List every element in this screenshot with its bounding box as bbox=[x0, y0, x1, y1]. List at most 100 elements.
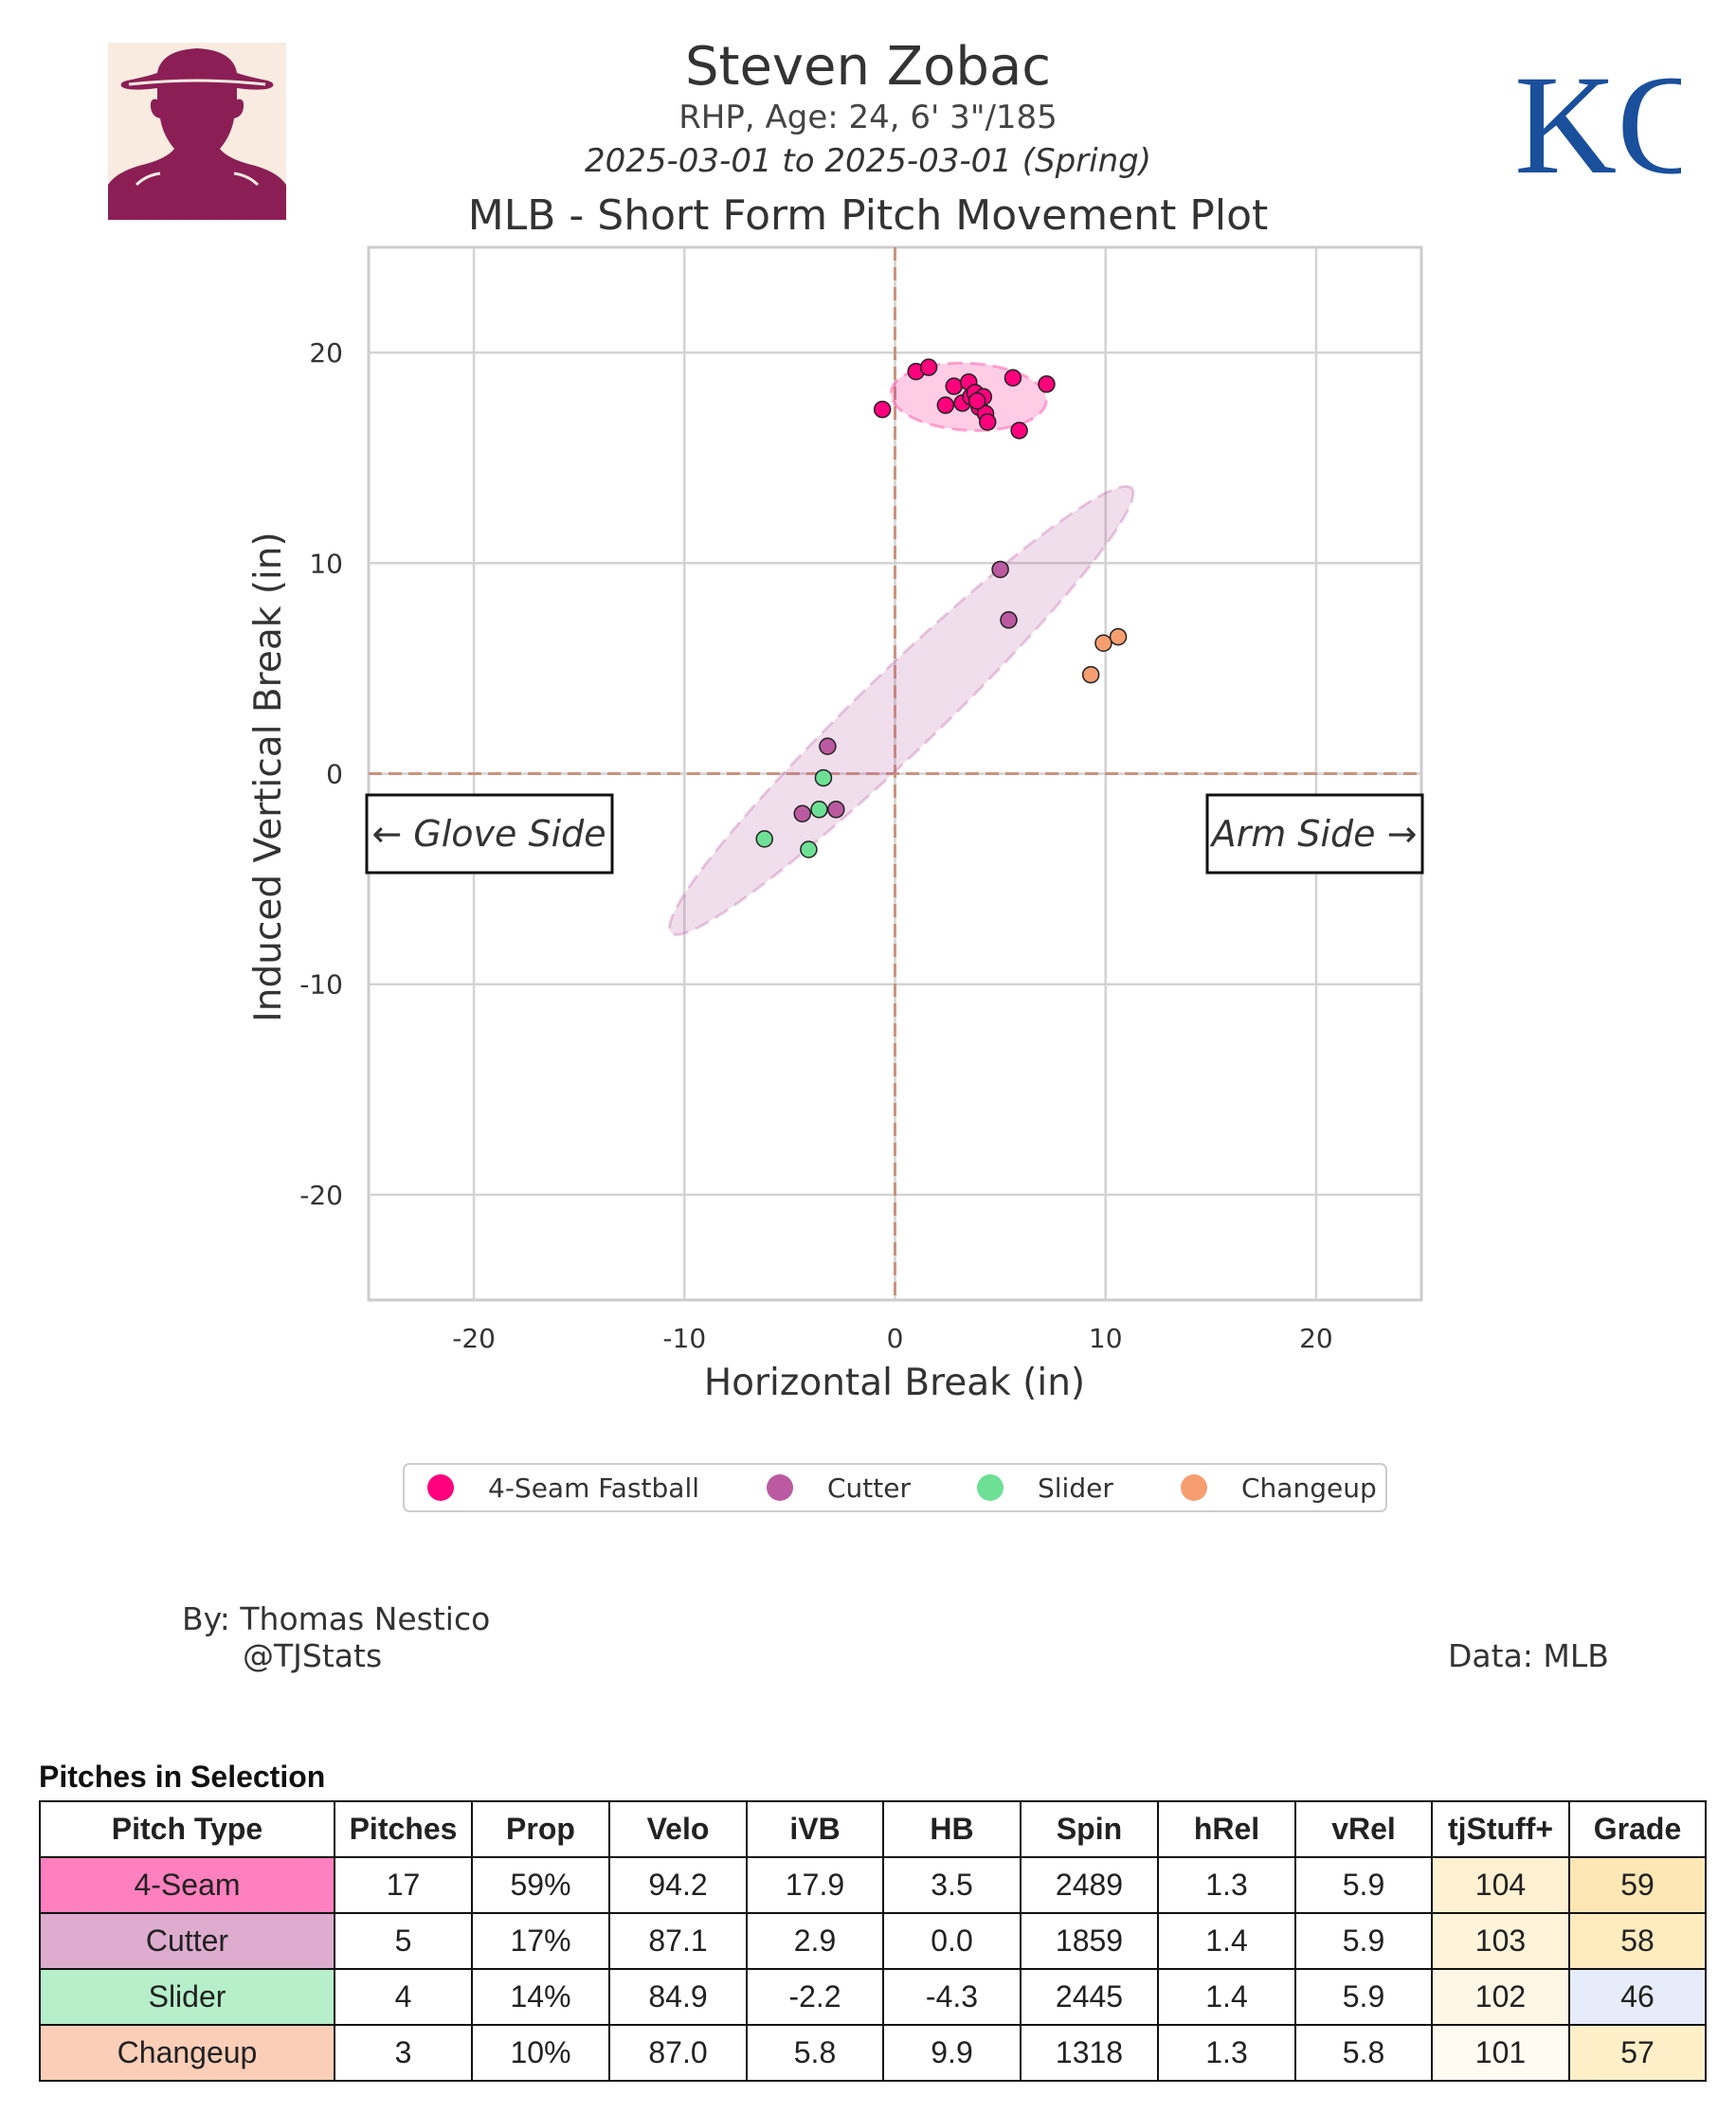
table-cell: 94.2 bbox=[608, 1856, 748, 1914]
point-changeup bbox=[1081, 665, 1100, 684]
table-cell: 17% bbox=[471, 1912, 610, 1970]
pitch-type-cell: Cutter bbox=[39, 1912, 335, 1970]
point-4-seam-fastball bbox=[945, 377, 963, 395]
point-4-seam-fastball bbox=[1004, 369, 1022, 388]
pitch-stats-table: Pitch Type Pitches Prop Velo iVB HB Spin… bbox=[39, 1800, 1707, 2082]
col-header: Pitch Type bbox=[39, 1800, 335, 1858]
glove-side-box bbox=[365, 793, 614, 875]
player-silhouette-icon bbox=[108, 43, 286, 220]
table-cell: 101 bbox=[1431, 2024, 1570, 2082]
table-cell: 2445 bbox=[1020, 1968, 1159, 2026]
legend-marker bbox=[1181, 1474, 1207, 1501]
table-cell: 17.9 bbox=[746, 1856, 884, 1914]
point-cutter bbox=[1000, 611, 1018, 629]
legend-marker bbox=[767, 1474, 793, 1501]
point-slider bbox=[810, 801, 828, 819]
data-source: Data: MLB bbox=[1448, 1637, 1609, 1674]
point-changeup bbox=[1094, 634, 1112, 652]
data-points bbox=[755, 358, 1128, 858]
point-slider bbox=[755, 830, 773, 848]
col-header: Prop bbox=[471, 1800, 610, 1858]
legend-items: 4-Seam Fastball Cutter Slider Changeup bbox=[427, 1472, 1377, 1504]
table-cell: 87.0 bbox=[608, 2024, 748, 2082]
grid bbox=[367, 245, 1423, 1302]
author-handle: @TJStats bbox=[243, 1637, 383, 1674]
table-row: 4-Seam 17 59% 94.2 17.9 3.5 2489 1.3 5.9 104 59 bbox=[39, 1856, 1707, 1914]
point-4-seam-fastball bbox=[873, 400, 892, 419]
x-axis-label: Horizontal Break (in) bbox=[704, 1362, 1085, 1404]
table-cell: 1.4 bbox=[1157, 1968, 1296, 2026]
table-cell: 46 bbox=[1568, 1968, 1707, 2026]
x-tick-label: 10 bbox=[1089, 1323, 1123, 1354]
table-cell: 1.3 bbox=[1157, 2024, 1296, 2082]
table-row: Cutter 5 17% 87.1 2.9 0.0 1859 1.4 5.9 103 58 bbox=[39, 1912, 1707, 1970]
table-cell: 102 bbox=[1431, 1968, 1570, 2026]
col-header: Grade bbox=[1568, 1800, 1707, 1858]
table-cell: 59% bbox=[471, 1856, 610, 1914]
table-cell: -4.3 bbox=[882, 1968, 1022, 2026]
x-tick-label: 20 bbox=[1299, 1323, 1333, 1354]
kc-logo-icon: KC bbox=[1514, 46, 1711, 204]
table-row: Changeup 3 10% 87.0 5.8 9.9 1318 1.3 5.8 101 57 bbox=[39, 2024, 1707, 2082]
legend bbox=[403, 1463, 1387, 1512]
table-cell: 5.8 bbox=[1294, 2024, 1433, 2082]
legend-label: 4-Seam Fastball bbox=[488, 1472, 699, 1504]
table-cell: 2489 bbox=[1020, 1856, 1159, 1914]
tick-labels: -20 -10 0 10 20 -20 -10 0 10 20 bbox=[299, 337, 1332, 1354]
team-logo: KC bbox=[1514, 46, 1711, 218]
x-tick-label: -20 bbox=[452, 1323, 496, 1354]
col-header: HB bbox=[882, 1800, 1022, 1858]
legend-marker bbox=[977, 1474, 1004, 1501]
table-cell: 3.5 bbox=[882, 1856, 1022, 1914]
table-cell: 5.9 bbox=[1294, 1912, 1433, 1970]
author-credit: By: Thomas Nestico bbox=[182, 1600, 491, 1637]
pitch-type-cell: Changeup bbox=[39, 2024, 335, 2082]
col-header: hRel bbox=[1157, 1800, 1296, 1858]
pitch-type-cell: 4-Seam bbox=[39, 1856, 335, 1914]
table-cell: 58 bbox=[1568, 1912, 1707, 1970]
table-cell: 0.0 bbox=[882, 1912, 1022, 1970]
table-header-row: Pitch Type Pitches Prop Velo iVB HB Spin… bbox=[39, 1800, 1707, 1858]
ellipse-cutter bbox=[667, 484, 1135, 936]
table-cell: 5 bbox=[334, 1912, 473, 1970]
plot-title: MLB - Short Form Pitch Movement Plot bbox=[467, 191, 1269, 240]
table-cell: 5.9 bbox=[1294, 1968, 1433, 2026]
table-cell: 59 bbox=[1568, 1856, 1707, 1914]
date-range: 2025-03-01 to 2025-03-01 (Spring) bbox=[585, 142, 1151, 180]
y-tick-label: 20 bbox=[309, 337, 343, 369]
legend-label: Slider bbox=[1038, 1472, 1113, 1504]
player-name: Steven Zobac bbox=[684, 36, 1052, 98]
y-tick-label: 10 bbox=[309, 548, 343, 579]
legend-label: Changeup bbox=[1241, 1472, 1377, 1504]
legend-marker bbox=[427, 1474, 454, 1501]
col-header: Pitches bbox=[334, 1800, 473, 1858]
table-row: Slider 4 14% 84.9 -2.2 -4.3 2445 1.4 5.9 102 46 bbox=[39, 1968, 1707, 2026]
table-cell: 103 bbox=[1431, 1912, 1570, 1970]
point-cutter bbox=[827, 801, 845, 819]
table-title: Pitches in Selection bbox=[39, 1760, 326, 1794]
col-header: iVB bbox=[746, 1800, 884, 1858]
x-tick-label: 0 bbox=[887, 1323, 904, 1354]
table-cell: 17 bbox=[334, 1856, 473, 1914]
point-cutter bbox=[991, 560, 1009, 579]
table-cell: 87.1 bbox=[608, 1912, 748, 1970]
point-4-seam-fastball bbox=[979, 413, 997, 431]
point-4-seam-fastball bbox=[1010, 422, 1028, 440]
table-cell: 5.8 bbox=[746, 2024, 884, 2082]
legend-label: Cutter bbox=[827, 1472, 911, 1504]
player-bio: RHP, Age: 24, 6' 3"/185 bbox=[678, 99, 1058, 136]
y-tick-label: -10 bbox=[299, 969, 343, 1001]
col-header: tjStuff+ bbox=[1431, 1800, 1570, 1858]
y-tick-label: 0 bbox=[326, 759, 343, 790]
col-header: vRel bbox=[1294, 1800, 1433, 1858]
table-cell: 5.9 bbox=[1294, 1856, 1433, 1914]
table-cell: -2.2 bbox=[746, 1968, 884, 2026]
point-cutter bbox=[793, 804, 811, 822]
x-tick-label: -10 bbox=[662, 1323, 706, 1354]
point-4-seam-fastball bbox=[936, 396, 955, 414]
table-cell: 84.9 bbox=[608, 1968, 748, 2026]
table-cell: 2.9 bbox=[746, 1912, 884, 1970]
point-4-seam-fastball bbox=[919, 358, 938, 376]
y-tick-label: -20 bbox=[299, 1180, 343, 1211]
table-cell: 57 bbox=[1568, 2024, 1707, 2082]
